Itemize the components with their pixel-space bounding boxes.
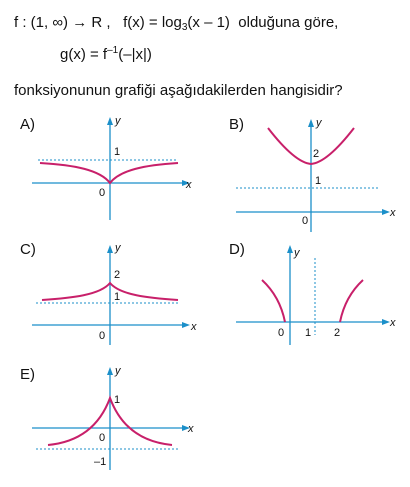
y-arrow-icon [107,117,113,125]
curve [267,127,355,166]
condition-text: olduğuna göre, [238,14,339,31]
tick-2-label: 2 [334,327,340,339]
question-line-1: f : (1, ∞) → R , f(x) = log3(x – 1) oldu… [14,14,338,33]
asymptote-label: 1 [114,291,120,303]
option-a-label[interactable]: A) [20,116,35,133]
y-label: y [114,242,122,254]
origin-label: 0 [278,327,284,339]
asymptote-label: 1 [114,146,120,158]
curve [41,281,179,301]
peak-label: 1 [114,394,120,406]
x-label: x [187,423,194,435]
y-arrow-icon [308,119,314,127]
x-arrow-icon [182,322,190,328]
y-label: y [293,247,301,259]
option-e-label[interactable]: E) [20,366,35,383]
x-arrow-icon [182,425,190,431]
origin-label: 0 [99,187,105,199]
curve [47,395,173,446]
question-line-2: g(x) = f–1(–|x|) [60,45,152,63]
curve-left [261,279,286,323]
y-arrow-icon [287,245,293,253]
origin-label: 0 [99,432,105,444]
x-arrow-icon [382,209,390,215]
function-domain: f : (1, ∞) → R , [14,14,111,31]
x-label: x [190,321,197,333]
x-label: x [389,207,396,219]
value-label: 2 [114,269,120,281]
curve [39,162,179,185]
y-arrow-icon [107,245,113,253]
x-label: x [185,179,192,191]
option-b-label[interactable]: B) [229,116,244,133]
function-formula: f(x) = log3(x – 1) [123,14,230,33]
asymptote-label: –1 [94,456,106,468]
value-label: 2 [313,148,319,160]
question-line-3: fonksiyonunun grafiği aşağıdakilerden ha… [14,82,343,99]
y-arrow-icon [107,367,113,375]
x-label: x [389,317,396,329]
tick-1-label: 1 [305,327,311,339]
origin-label: 0 [302,215,308,227]
option-c-label[interactable]: C) [20,241,36,258]
option-d-label[interactable]: D) [229,241,245,258]
asymptote-label: 1 [315,175,321,187]
x-arrow-icon [382,319,390,325]
x-arrow-icon [182,180,190,186]
y-label: y [114,115,122,127]
y-label: y [114,365,122,377]
y-label: y [315,117,323,129]
curve-right [339,279,364,323]
origin-label: 0 [99,330,105,342]
